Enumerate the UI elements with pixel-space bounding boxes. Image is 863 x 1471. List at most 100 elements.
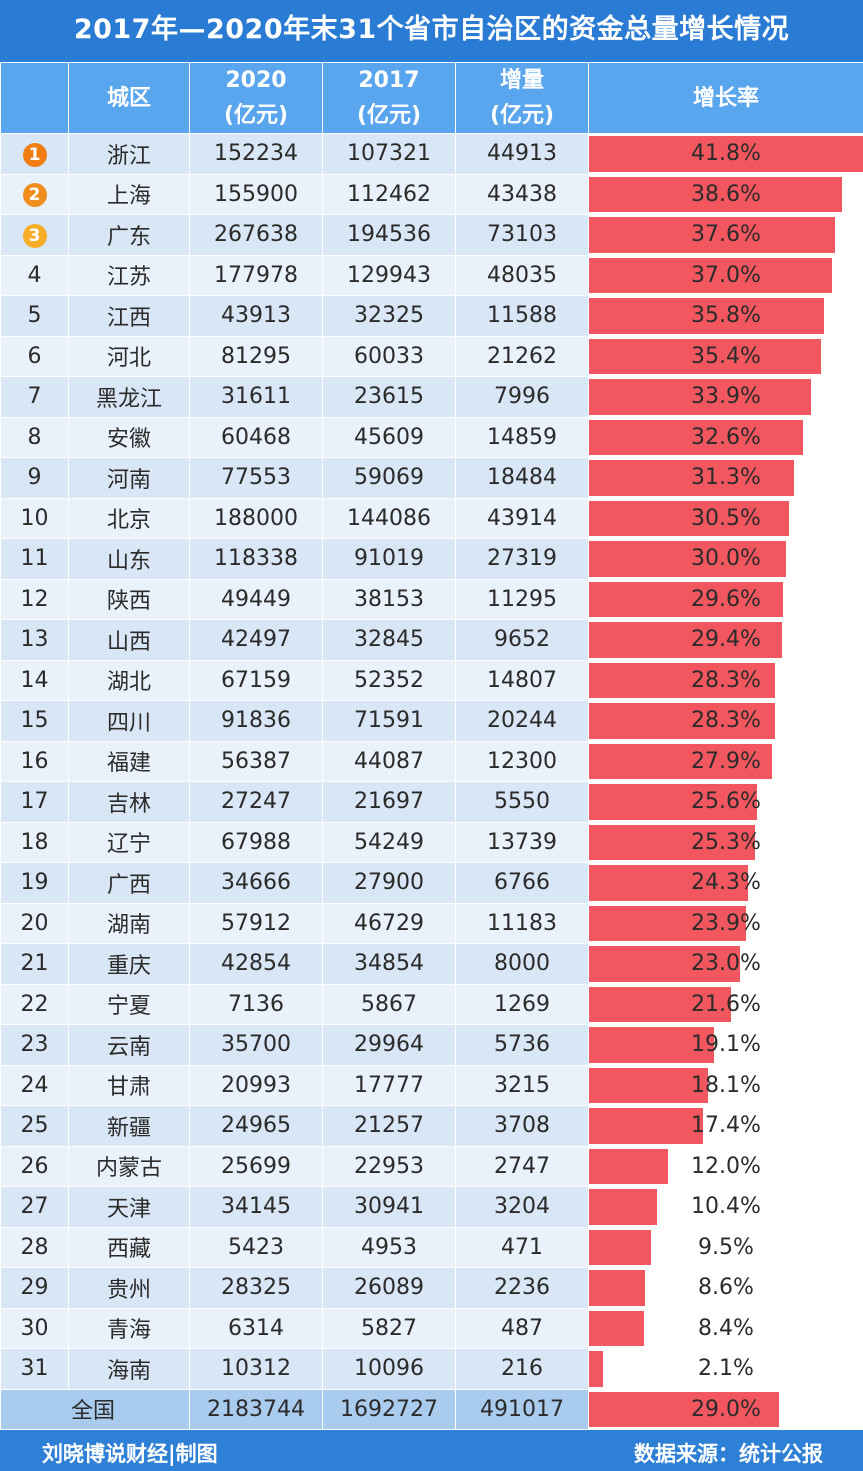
rate-bar <box>589 905 746 941</box>
rank-cell: 20 <box>0 902 69 944</box>
value-2020-cell: 6314 <box>189 1307 323 1349</box>
rank-cell: 6 <box>0 335 69 377</box>
rank-cell: 22 <box>0 983 69 1025</box>
value-2017-cell: 23615 <box>322 376 456 418</box>
rank-cell: 9 <box>0 457 69 499</box>
value-2017-cell: 46729 <box>322 902 456 944</box>
table-row: 28 西藏 5423 4953 471 9.5% <box>0 1226 863 1268</box>
value-2020-cell: 25699 <box>189 1145 323 1187</box>
city-cell: 甘肃 <box>68 1064 190 1106</box>
rate-bar <box>589 176 843 212</box>
rate-label: 24.3% <box>691 870 761 896</box>
city-cell: 河南 <box>68 457 190 499</box>
increase-cell: 5550 <box>455 781 589 823</box>
value-2017-cell: 21257 <box>322 1105 456 1147</box>
rate-label: 30.5% <box>691 505 761 531</box>
rate-bar <box>589 419 803 455</box>
rate-bar <box>589 1229 652 1265</box>
header-2017-unit: (亿元) <box>356 103 422 128</box>
city-cell: 黑龙江 <box>68 376 190 418</box>
increase-cell: 48035 <box>455 254 589 296</box>
rate-label: 18.1% <box>691 1072 761 1098</box>
value-2017-cell: 144086 <box>322 497 456 539</box>
footer-credit: 刘晓博说财经|制图 <box>42 1442 218 1466</box>
table-row: 4 江苏 177978 129943 48035 37.0% <box>0 254 863 296</box>
rank-cell: 18 <box>0 821 69 863</box>
rate-label: 38.6% <box>691 181 761 207</box>
total-2020-cell: 2183744 <box>189 1388 323 1430</box>
rate-cell: 23.0% <box>588 943 863 985</box>
increase-cell: 2747 <box>455 1145 589 1187</box>
table-row: 25 新疆 24965 21257 3708 17.4% <box>0 1105 863 1147</box>
value-2017-cell: 60033 <box>322 335 456 377</box>
city-cell: 宁夏 <box>68 983 190 1025</box>
value-2020-cell: 177978 <box>189 254 323 296</box>
increase-cell: 21262 <box>455 335 589 377</box>
rate-bar <box>589 743 772 779</box>
rate-bar <box>589 703 775 739</box>
value-2020-cell: 188000 <box>189 497 323 539</box>
header-rank <box>0 62 69 134</box>
rate-label: 33.9% <box>691 384 761 410</box>
rank-cell: 27 <box>0 1186 69 1228</box>
increase-cell: 27319 <box>455 538 589 580</box>
increase-cell: 73103 <box>455 214 589 256</box>
increase-cell: 11588 <box>455 295 589 337</box>
header-2017-year: 2017 <box>358 68 420 93</box>
rate-label: 2.1% <box>698 1356 754 1382</box>
city-cell: 湖北 <box>68 659 190 701</box>
increase-cell: 12300 <box>455 740 589 782</box>
rate-cell: 9.5% <box>588 1226 863 1268</box>
rank-cell: 29 <box>0 1267 69 1309</box>
rank-cell: 2 <box>0 173 69 215</box>
rate-bar <box>589 865 749 901</box>
value-2017-cell: 38153 <box>322 578 456 620</box>
city-cell: 内蒙古 <box>68 1145 190 1187</box>
value-2017-cell: 34854 <box>322 943 456 985</box>
rate-cell: 8.6% <box>588 1267 863 1309</box>
table-row: 7 黑龙江 31611 23615 7996 33.9% <box>0 376 863 418</box>
rank-cell: 4 <box>0 254 69 296</box>
increase-cell: 43914 <box>455 497 589 539</box>
rate-label: 17.4% <box>691 1113 761 1139</box>
value-2017-cell: 44087 <box>322 740 456 782</box>
table-row: 22 宁夏 7136 5867 1269 21.6% <box>0 983 863 1025</box>
table-row: 1 浙江 152234 107321 44913 41.8% <box>0 133 863 175</box>
increase-cell: 6766 <box>455 862 589 904</box>
increase-cell: 487 <box>455 1307 589 1349</box>
increase-cell: 13739 <box>455 821 589 863</box>
increase-cell: 9652 <box>455 619 589 661</box>
rate-bar <box>589 986 731 1022</box>
rate-cell: 28.3% <box>588 700 863 742</box>
value-2020-cell: 34666 <box>189 862 323 904</box>
value-2017-cell: 54249 <box>322 821 456 863</box>
rate-bar <box>589 1067 708 1103</box>
city-cell: 安徽 <box>68 416 190 458</box>
rate-bar <box>589 662 775 698</box>
city-cell: 贵州 <box>68 1267 190 1309</box>
rate-cell: 32.6% <box>588 416 863 458</box>
total-label: 全国 <box>0 1388 190 1430</box>
header-row: 城区 2020 (亿元) 2017 (亿元) 增量 (亿元) 增长率 <box>0 62 863 134</box>
rate-label: 9.5% <box>698 1234 754 1260</box>
rate-label: 35.8% <box>691 303 761 329</box>
city-cell: 云南 <box>68 1024 190 1066</box>
value-2017-cell: 52352 <box>322 659 456 701</box>
increase-cell: 14807 <box>455 659 589 701</box>
rate-cell: 38.6% <box>588 173 863 215</box>
rank-cell: 30 <box>0 1307 69 1349</box>
rank-cell: 15 <box>0 700 69 742</box>
rate-bar <box>589 1351 603 1387</box>
value-2020-cell: 155900 <box>189 173 323 215</box>
medal-icon: 1 <box>22 142 47 167</box>
rate-bar <box>589 217 836 253</box>
rate-cell: 35.8% <box>588 295 863 337</box>
value-2020-cell: 7136 <box>189 983 323 1025</box>
value-2020-cell: 42497 <box>189 619 323 661</box>
rate-bar <box>589 338 822 374</box>
header-2020: 2020 (亿元) <box>189 62 323 134</box>
increase-cell: 1269 <box>455 983 589 1025</box>
rate-cell: 12.0% <box>588 1145 863 1187</box>
rate-label: 28.3% <box>691 708 761 734</box>
table-row: 19 广西 34666 27900 6766 24.3% <box>0 862 863 904</box>
